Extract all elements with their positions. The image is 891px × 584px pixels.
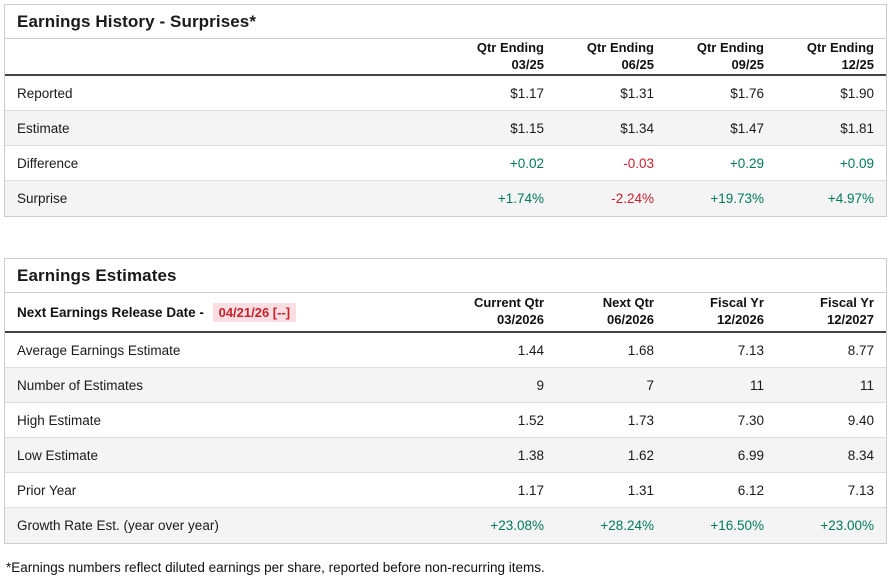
value-cell: +19.73% <box>710 191 764 206</box>
value-cell: +1.74% <box>497 191 544 206</box>
table-row: High Estimate 1.52 1.73 7.30 9.40 <box>5 403 886 438</box>
column-header: Current Qtr 03/2026 <box>473 295 544 327</box>
column-header: Qtr Ending 06/25 <box>586 39 654 72</box>
value-cell: +23.00% <box>820 518 874 533</box>
value-cell: 8.34 <box>847 447 874 463</box>
earnings-estimates-card: Earnings Estimates Next Earnings Release… <box>4 258 887 544</box>
value-cell: 1.73 <box>627 412 654 428</box>
column-header: Fiscal Yr 12/2027 <box>820 295 874 327</box>
table-row: Low Estimate 1.38 1.62 6.99 8.34 <box>5 438 886 473</box>
value-cell: 1.44 <box>517 342 544 358</box>
row-label: Growth Rate Est. (year over year) <box>17 518 219 533</box>
column-header: Qtr Ending 03/25 <box>476 39 544 72</box>
table-row: Surprise +1.74% -2.24% +19.73% +4.97% <box>5 181 886 216</box>
row-label: Estimate <box>17 120 70 136</box>
row-label: Difference <box>17 155 79 171</box>
value-cell: $1.81 <box>840 120 874 136</box>
column-header: Qtr Ending 09/25 <box>696 39 764 72</box>
value-cell: 9 <box>536 377 544 393</box>
value-cell: $1.76 <box>730 85 764 101</box>
value-cell: $1.31 <box>620 85 654 101</box>
value-cell: 7 <box>646 377 654 393</box>
value-cell: +23.08% <box>490 518 544 533</box>
table-row: Number of Estimates 9 7 11 11 <box>5 368 886 403</box>
estimates-header-row: Next Earnings Release Date - 04/21/26 [-… <box>5 293 886 333</box>
column-header: Qtr Ending 12/25 <box>806 39 874 72</box>
value-cell: 8.77 <box>847 342 874 358</box>
history-header-row: Qtr Ending 03/25 Qtr Ending 06/25 Qtr Ending… <box>5 39 886 76</box>
table-row: Average Earnings Estimate 1.44 1.68 7.13 8.7… <box>5 333 886 368</box>
row-label: Average Earnings Estimate <box>17 342 181 358</box>
earnings-history-card: Earnings History - Surprises* Qtr Ending… <box>4 4 887 217</box>
estimates-body: Average Earnings Estimate 1.44 1.68 7.13 8.7… <box>5 333 886 543</box>
value-cell: +16.50% <box>710 518 764 533</box>
earnings-footnote: *Earnings numbers reflect diluted earnin… <box>6 560 545 575</box>
value-cell: 1.52 <box>517 412 544 428</box>
row-label: Low Estimate <box>17 447 99 463</box>
value-cell: 7.13 <box>737 342 764 358</box>
value-cell: 1.31 <box>627 482 654 498</box>
value-cell: $1.17 <box>510 85 544 101</box>
value-cell: -2.24% <box>611 191 654 206</box>
value-cell: +4.97% <box>827 191 874 206</box>
value-cell: 11 <box>859 377 874 393</box>
table-row: Reported $1.17 $1.31 $1.76 $1.90 <box>5 76 886 111</box>
table-row: Prior Year 1.17 1.31 6.12 7.13 <box>5 473 886 508</box>
earnings-history-title: Earnings History - Surprises* <box>5 5 886 39</box>
value-cell: -0.03 <box>623 155 654 171</box>
value-cell: +0.29 <box>729 155 764 171</box>
value-cell: 9.40 <box>847 412 874 428</box>
value-cell: $1.15 <box>510 120 544 136</box>
table-row: Growth Rate Est. (year over year) +23.08%… <box>5 508 886 543</box>
value-cell: 7.13 <box>847 482 874 498</box>
row-label: High Estimate <box>17 412 102 428</box>
value-cell: $1.90 <box>840 85 874 101</box>
column-header: Next Qtr 06/2026 <box>602 295 654 327</box>
release-date-value: 04/21/26 [--] <box>212 302 297 322</box>
row-label: Reported <box>17 85 73 101</box>
row-label: Surprise <box>17 191 68 206</box>
release-date-label: Next Earnings Release Date - <box>17 304 204 320</box>
table-row: Difference +0.02 -0.03 +0.29 +0.09 <box>5 146 886 181</box>
value-cell: 1.17 <box>517 482 544 498</box>
value-cell: 1.62 <box>627 447 654 463</box>
value-cell: 1.38 <box>517 447 544 463</box>
value-cell: 7.30 <box>737 412 764 428</box>
column-header: Fiscal Yr 12/2026 <box>710 295 764 327</box>
value-cell: 6.99 <box>737 447 764 463</box>
value-cell: 6.12 <box>737 482 764 498</box>
value-cell: $1.34 <box>620 120 654 136</box>
row-label: Number of Estimates <box>17 377 144 393</box>
history-body: Reported $1.17 $1.31 $1.76 $1.90 Estimate $1.1… <box>5 76 886 216</box>
table-row: Estimate $1.15 $1.34 $1.47 $1.81 <box>5 111 886 146</box>
earnings-estimates-title: Earnings Estimates <box>5 259 886 293</box>
value-cell: +28.24% <box>600 518 654 533</box>
next-earnings-release: Next Earnings Release Date - 04/21/26 [-… <box>5 302 446 322</box>
value-cell: $1.47 <box>730 120 764 136</box>
value-cell: 1.68 <box>627 342 654 358</box>
value-cell: +0.09 <box>839 155 874 171</box>
row-label: Prior Year <box>17 482 77 498</box>
value-cell: 11 <box>749 377 764 393</box>
value-cell: +0.02 <box>509 155 544 171</box>
